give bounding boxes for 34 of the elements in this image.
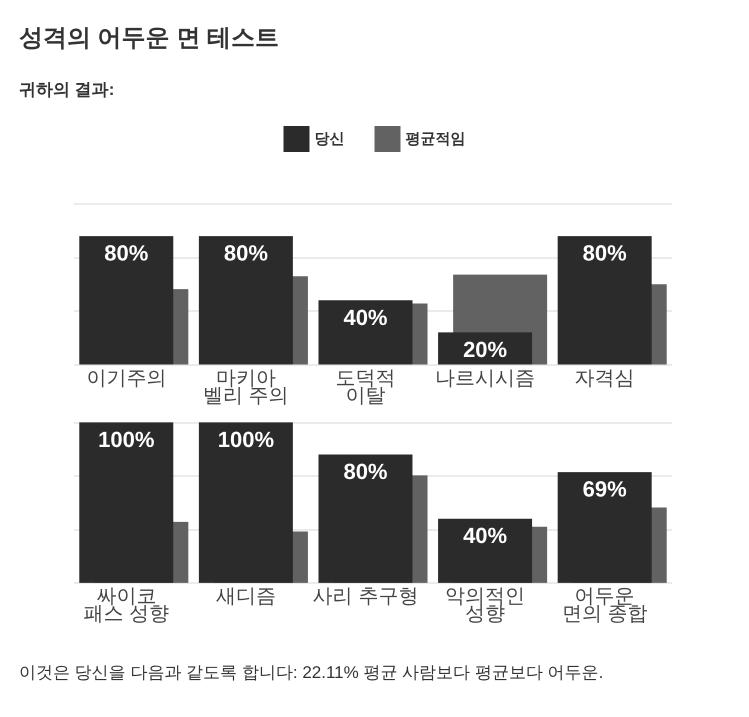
bar — [79, 422, 174, 583]
x-tick-label: 새디즘 — [216, 586, 276, 608]
data-label: 40% — [343, 304, 388, 330]
x-tick-label: 마키아 벨리 주의 — [203, 367, 289, 407]
chart-title: 성격의 어두운 면 테스트 — [19, 24, 280, 52]
x-tick-label: 어두운 면의 종합 — [562, 586, 648, 626]
data-label: 80% — [224, 240, 268, 266]
data-label: 100% — [98, 426, 154, 452]
data-label: 20% — [463, 336, 508, 362]
bar — [558, 472, 652, 583]
legend-label: 당신 — [314, 130, 344, 148]
data-label: 100% — [218, 426, 274, 452]
data-label: 80% — [343, 459, 388, 484]
data-label: 80% — [104, 240, 148, 266]
bar — [198, 236, 293, 364]
bar — [318, 300, 412, 364]
legend-label: 평균적임 — [406, 130, 466, 148]
data-label: 80% — [582, 240, 627, 266]
bar — [318, 454, 412, 583]
x-tick-label: 사리 추구형 — [312, 586, 418, 608]
x-tick-label: 나르시시즘 — [435, 367, 536, 390]
chart-subtitle: 귀하의 결과: — [19, 80, 114, 99]
data-label: 69% — [582, 476, 627, 502]
bar — [438, 518, 532, 583]
x-tick-label: 싸이코 패스 성향 — [84, 586, 170, 626]
data-label: 40% — [463, 523, 508, 548]
x-tick-label: 자격심 — [574, 367, 635, 390]
x-tick-label: 도덕적 이탈 — [336, 367, 396, 407]
x-tick-label: 이기주의 — [86, 367, 166, 390]
bar — [558, 236, 652, 364]
bar — [79, 236, 174, 364]
text: 이것은 당신을 다음과 같도록 합니다: 22.11% 평균 사람보다 평균보다 어두운. — [19, 662, 604, 682]
bar — [198, 422, 293, 583]
x-tick-label: 악의적인 성향 — [445, 586, 526, 626]
